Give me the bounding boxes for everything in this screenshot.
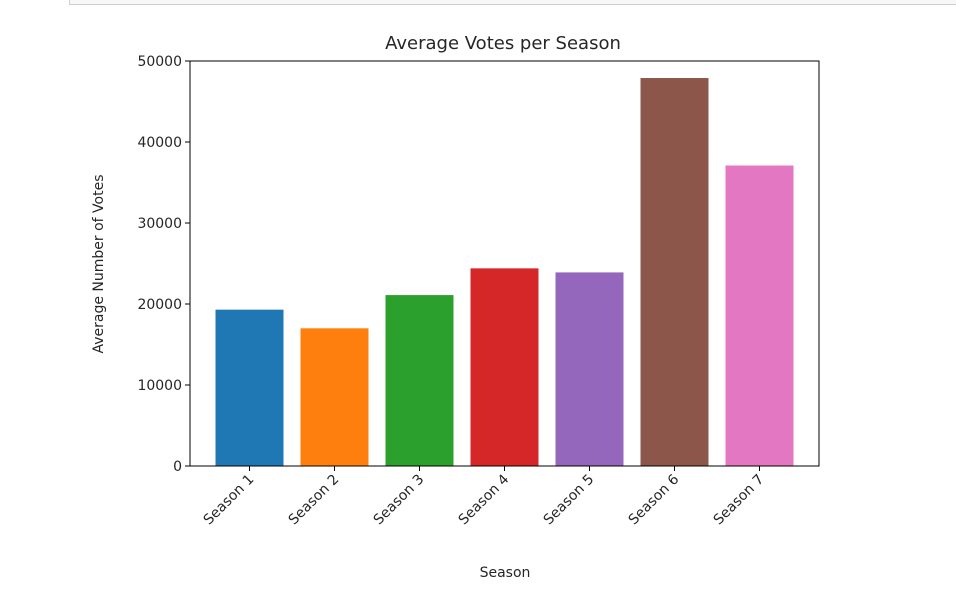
x-tick-label: Season 7 xyxy=(711,472,768,529)
x-tick-label: Season 6 xyxy=(626,471,683,528)
x-tick-label: Season 2 xyxy=(286,472,343,529)
y-tick-label: 50000 xyxy=(137,54,182,70)
bar-season-3 xyxy=(385,295,454,466)
bar-season-1 xyxy=(215,309,284,466)
x-tick-label: Season 4 xyxy=(456,471,513,528)
y-axis-label: Average Number of Votes xyxy=(91,174,107,353)
y-axis-ticks: 0 10000 20000 30000 40000 50000 xyxy=(137,54,190,475)
x-axis-label: Season xyxy=(480,565,531,581)
bar-season-7 xyxy=(725,165,794,467)
bar-season-5 xyxy=(555,272,624,466)
chart-title: Average Votes per Season xyxy=(385,33,621,54)
x-tick-label: Season 1 xyxy=(201,472,258,529)
bar-season-6 xyxy=(640,78,709,466)
x-axis-ticks: Season 1 Season 2 Season 3 Season 4 Season 5… xyxy=(201,466,768,529)
notebook-cell-border xyxy=(69,0,956,5)
y-tick-label: 20000 xyxy=(137,297,182,313)
bar-season-4 xyxy=(470,268,539,466)
bars-group xyxy=(215,78,794,467)
x-tick-label: Season 5 xyxy=(541,472,598,529)
bar-season-2 xyxy=(300,328,369,466)
y-tick-label: 10000 xyxy=(137,378,182,394)
y-tick-label: 0 xyxy=(173,459,182,475)
x-tick-label: Season 3 xyxy=(371,472,428,529)
y-tick-label: 30000 xyxy=(137,216,182,232)
y-tick-label: 40000 xyxy=(137,135,182,151)
